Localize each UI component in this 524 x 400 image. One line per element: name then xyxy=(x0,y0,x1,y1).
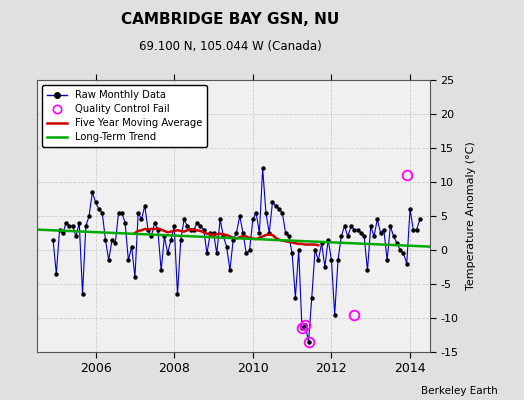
Text: 69.100 N, 105.044 W (Canada): 69.100 N, 105.044 W (Canada) xyxy=(139,40,322,53)
Text: CAMBRIDGE BAY GSN, NU: CAMBRIDGE BAY GSN, NU xyxy=(122,12,340,27)
Y-axis label: Temperature Anomaly (°C): Temperature Anomaly (°C) xyxy=(466,142,476,290)
Legend: Raw Monthly Data, Quality Control Fail, Five Year Moving Average, Long-Term Tren: Raw Monthly Data, Quality Control Fail, … xyxy=(42,85,207,147)
Text: Berkeley Earth: Berkeley Earth xyxy=(421,386,498,396)
